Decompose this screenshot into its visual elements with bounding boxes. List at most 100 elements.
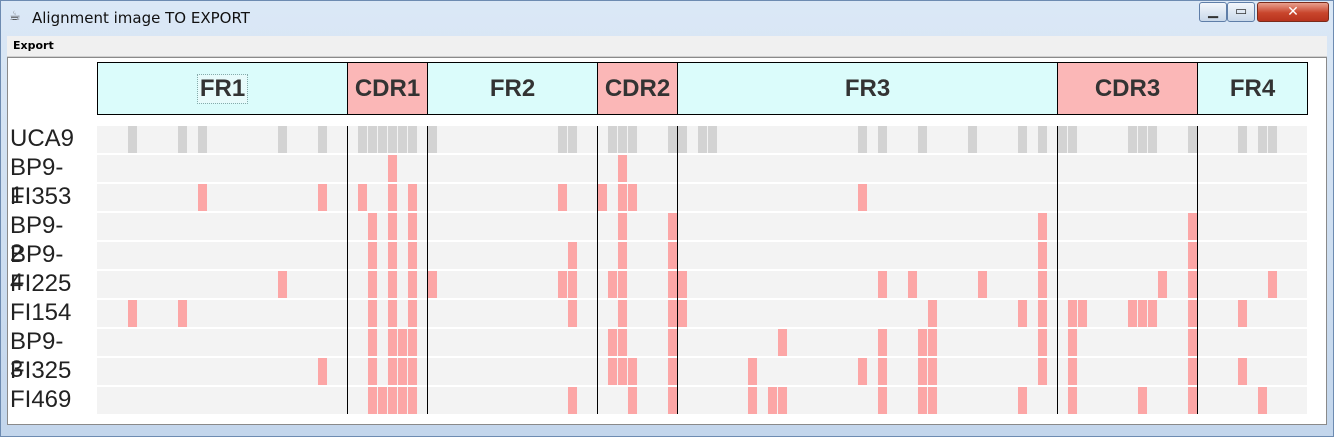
mutation-mark [748,387,757,414]
mutation-mark [568,387,577,414]
mutation-mark [678,271,687,298]
mutation-mark [1188,300,1197,327]
sequence-label: BP9-2 [10,212,64,267]
reference-mark [398,126,407,153]
reference-mark [1188,126,1197,153]
mutation-mark [858,184,867,211]
region-boundary-line [1057,126,1058,414]
mutation-mark [1038,300,1047,327]
sequence-label: FI325 [10,357,72,384]
mutation-mark [1188,329,1197,356]
java-cup-icon: ☕ [9,9,21,24]
mutation-mark [388,271,397,298]
mutation-mark [558,271,567,298]
mutation-mark [918,329,927,356]
reference-mark [1058,126,1067,153]
mutation-mark [1038,213,1047,240]
mutation-mark [928,300,937,327]
region-label: FR2 [489,74,536,102]
sequence-row [97,213,1307,240]
mutation-mark [1158,271,1167,298]
mutation-mark [368,213,377,240]
mutation-mark [668,329,677,356]
sequence-label: FI225 [10,270,72,297]
mutation-mark [1078,300,1087,327]
window-title: Alignment image TO EXPORT [32,9,250,27]
mutation-mark [668,358,677,385]
close-button[interactable]: ✕ [1257,2,1329,22]
sequence-label: UCA9 [10,125,75,152]
sequence-label: FI353 [10,183,72,210]
mutation-mark [1188,387,1197,414]
mutation-mark [878,329,887,356]
mutation-mark [388,358,397,385]
mutation-mark [388,213,397,240]
sequence-row [97,155,1307,182]
menu-bar: Export [7,36,1327,57]
sequence-row [97,300,1307,327]
region-boundary-line [347,126,348,414]
mutation-mark [918,358,927,385]
mutation-mark [388,242,397,269]
mutation-mark [1038,242,1047,269]
reference-mark [388,126,397,153]
mutation-mark [928,387,937,414]
mutation-mark [878,387,887,414]
region-label: FR3 [844,74,891,102]
mutation-mark [368,271,377,298]
region-cdr2: CDR2 [597,62,678,115]
mutation-mark [388,155,397,182]
title-bar[interactable]: ☕ Alignment image TO EXPORT ▁ ▭ ✕ [1,1,1333,35]
sequence-row [97,329,1307,356]
mutation-mark [598,184,607,211]
mutation-mark [398,329,407,356]
mutation-mark [628,184,637,211]
mutation-mark [928,358,937,385]
mutation-mark [1068,387,1077,414]
mutation-mark [618,184,627,211]
region-fr1: FR1 [97,62,348,115]
close-icon: ✕ [1287,4,1299,20]
region-fr3: FR3 [677,62,1058,115]
mutation-mark [568,300,577,327]
mutation-mark [1038,358,1047,385]
sequence-label: FI154 [10,299,72,326]
region-cdr3: CDR3 [1057,62,1198,115]
mutation-mark [388,184,397,211]
menu-export[interactable]: Export [13,39,54,52]
mutation-mark [368,242,377,269]
mutation-mark [1188,271,1197,298]
reference-mark [178,126,187,153]
minimize-icon: ▁ [1208,4,1218,19]
mutation-mark [908,271,917,298]
mutation-mark [618,213,627,240]
mutation-mark [1018,387,1027,414]
alignment-panel: FR1 CDR1 FR2 CDR2 FR3 CDR3 FR4 UCA9 BP9-1 FI353 B… [7,57,1327,425]
mutation-mark [928,329,937,356]
minimize-button[interactable]: ▁ [1199,2,1227,22]
region-boundary-line [597,126,598,414]
mutation-mark [1018,300,1027,327]
mutation-mark [408,300,417,327]
sequence-label: BP9-3 [10,328,64,383]
reference-mark [368,126,377,153]
mutation-mark [1128,300,1137,327]
mutation-mark [1238,358,1247,385]
mutation-mark [408,242,417,269]
reference-mark [918,126,927,153]
maximize-button[interactable]: ▭ [1227,2,1255,22]
mutation-mark [678,300,687,327]
mutation-mark [668,300,677,327]
mutation-mark [1188,242,1197,269]
reference-mark [698,126,707,153]
mutation-mark [618,329,627,356]
mutation-mark [1148,300,1157,327]
mutation-mark [318,184,327,211]
mutation-mark [918,387,927,414]
reference-mark [558,126,567,153]
mutation-mark [1038,271,1047,298]
mutation-mark [378,387,387,414]
mutation-mark [408,358,417,385]
mutation-mark [778,387,787,414]
mutation-mark [178,300,187,327]
